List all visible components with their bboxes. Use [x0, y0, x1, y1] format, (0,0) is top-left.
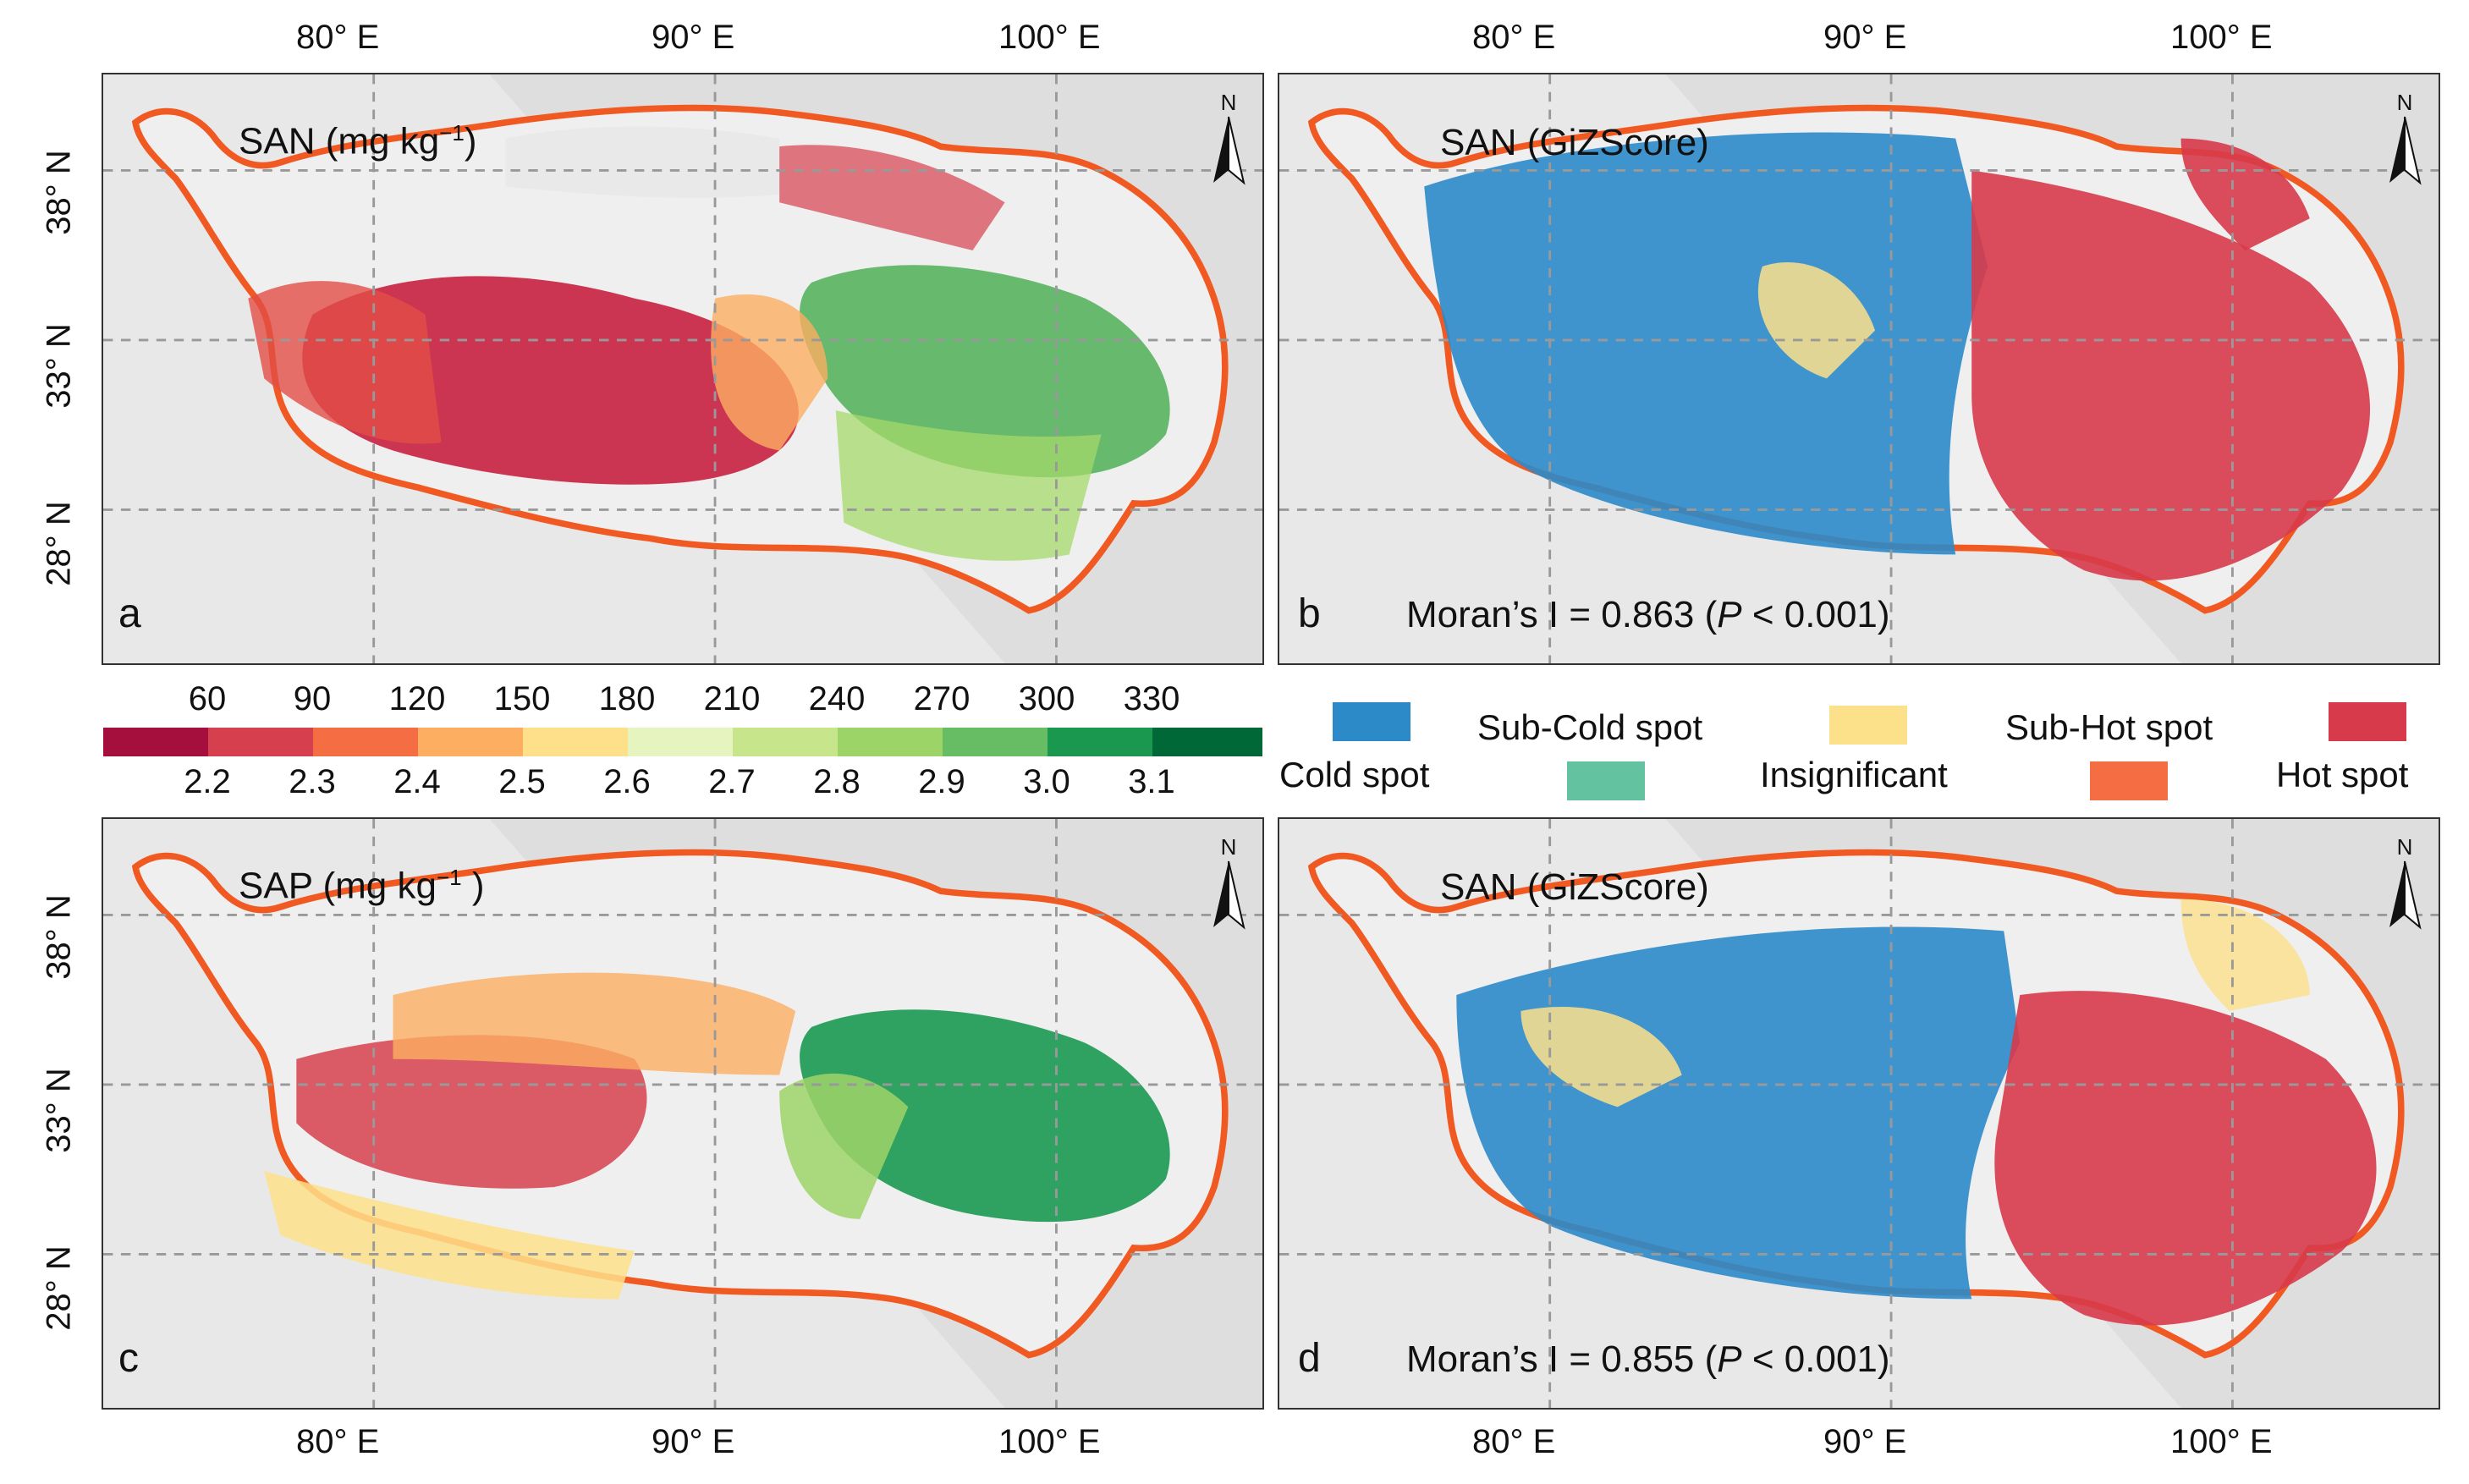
lon-tick-top-a-80: 80° E: [296, 19, 380, 56]
colorbar-bottom-label-3: 2.5: [498, 763, 546, 800]
panel-a-letter: a: [118, 591, 141, 636]
colorbar-bottom-label-9: 3.1: [1128, 763, 1175, 800]
panel-c-letter: c: [118, 1336, 139, 1381]
panel-d-title: SAN (GiZScore): [1440, 866, 1709, 908]
lat-tick-a-28: 28° N: [40, 501, 78, 586]
colorbar-top-label-8: 300: [1018, 680, 1075, 717]
colorbar-top-label-5: 210: [703, 680, 761, 717]
legend-swatch-sub-cold-spot: [1567, 761, 1645, 800]
map-panel-b: SAN (GiZScore) b Moran’s I = 0.863 (P < …: [1278, 73, 2440, 665]
colorbar-top-label-6: 240: [808, 680, 866, 717]
lon-tick-bottom-d-80: 80° E: [1472, 1423, 1556, 1460]
colorbar-bottom-label-0: 2.2: [184, 763, 231, 800]
north-label: N: [2396, 834, 2413, 860]
panel-c-title-sup: −1: [436, 865, 462, 890]
panel-c-title: SAP (mg kg−1 ): [239, 865, 485, 908]
lon-tick-bottom-c-80: 80° E: [296, 1423, 380, 1460]
panel-a-title-end: ): [464, 120, 477, 162]
lat-tick-c-38: 38° N: [40, 894, 78, 980]
panel-c-title-text: SAP (mg kg: [239, 865, 437, 907]
colorbar-top-label-2: 120: [388, 680, 446, 717]
legend-label-sub-hot-spot: Sub-Hot spot: [2005, 707, 2213, 747]
colorbar-bottom-label-7: 2.9: [918, 763, 965, 800]
lon-tick-bottom-d-90: 90° E: [1823, 1423, 1907, 1460]
colorbar-swatch-10: [1152, 728, 1262, 756]
panel-d-moran-suffix: < 0.001): [1741, 1338, 1890, 1380]
lon-tick-top-a-100: 100° E: [998, 19, 1101, 56]
colorbar-bottom-label-4: 2.6: [603, 763, 651, 800]
colorbar-swatch-9: [1048, 728, 1152, 756]
plateau-map-b: [1279, 74, 2439, 663]
colorbar-bottom-label-5: 2.7: [708, 763, 756, 800]
lat-tick-a-38: 38° N: [40, 150, 78, 235]
panel-d-letter: d: [1298, 1336, 1321, 1381]
lon-tick-top-a-90: 90° E: [652, 19, 735, 56]
north-label: N: [1220, 834, 1237, 860]
map-panel-a: SAN (mg kg−1) a N: [102, 73, 1264, 665]
colorbar-top-label-9: 330: [1123, 680, 1180, 717]
colorbar-bottom-label-6: 2.8: [813, 763, 861, 800]
colorbar-swatch-4: [523, 728, 628, 756]
colorbar-top-label-3: 150: [493, 680, 551, 717]
lon-tick-bottom-d-100: 100° E: [2170, 1423, 2273, 1460]
plateau-map-a: [103, 74, 1262, 663]
legend-swatch-hot-spot: [2329, 702, 2406, 741]
colorbar-top-label-4: 180: [598, 680, 656, 717]
panel-b-title: SAN (GiZScore): [1440, 122, 1709, 163]
colorbar-bottom-label-8: 3.0: [1023, 763, 1070, 800]
legend-label-cold-spot: Cold spot: [1279, 755, 1430, 794]
north-arrow-icon: N: [1203, 834, 1254, 944]
colorbar-swatch-1: [208, 728, 313, 756]
legend-label-hot-spot: Hot spot: [2276, 755, 2409, 794]
colorbar-swatch-0: [103, 728, 208, 756]
colorbar-swatch-6: [733, 728, 838, 756]
lon-tick-top-b-90: 90° E: [1823, 19, 1907, 56]
lat-tick-c-33: 33° N: [40, 1068, 78, 1153]
legend-swatch-cold-spot: [1333, 702, 1410, 741]
legend-swatch-insignificant: [1829, 706, 1907, 745]
north-label: N: [1220, 90, 1237, 115]
map-panel-d: SAN (GiZScore) d Moran’s I = 0.855 (P < …: [1278, 817, 2440, 1410]
lon-tick-top-b-100: 100° E: [2170, 19, 2273, 56]
panel-b-moran-suffix: < 0.001): [1741, 594, 1890, 635]
colorbar-swatch-5: [628, 728, 733, 756]
panel-d-moran-prefix: Moran’s I = 0.855 (: [1406, 1338, 1718, 1380]
colorbar-swatch-8: [943, 728, 1048, 756]
panel-c-title-end: ): [461, 865, 485, 907]
panel-a-title-sup: −1: [439, 120, 465, 146]
north-arrow-icon: N: [2379, 90, 2430, 200]
lat-tick-c-28: 28° N: [40, 1245, 78, 1331]
legend-swatch-sub-hot-spot: [2090, 761, 2168, 800]
colorbar-top-label-0: 60: [188, 680, 227, 717]
colorbar-top-label-7: 270: [913, 680, 971, 717]
colorbar-swatch-3: [418, 728, 523, 756]
panel-b-moran: Moran’s I = 0.863 (P < 0.001): [1406, 594, 1890, 636]
plateau-map-d: [1279, 819, 2439, 1408]
map-panel-c: SAP (mg kg−1 ) c N: [102, 817, 1264, 1410]
colorbar-top-label-1: 90: [293, 680, 332, 717]
colorbar-bottom-label-2: 2.4: [393, 763, 441, 800]
colorbar-swatch-7: [838, 728, 943, 756]
panel-b-moran-p: P: [1717, 594, 1742, 635]
lon-tick-bottom-c-90: 90° E: [652, 1423, 735, 1460]
panel-a-title: SAN (mg kg−1): [239, 120, 476, 163]
colorbar-bottom-label-1: 2.3: [289, 763, 336, 800]
legend-label-sub-cold-spot: Sub-Cold spot: [1477, 707, 1703, 747]
lon-tick-top-b-80: 80° E: [1472, 19, 1556, 56]
lat-tick-a-33: 33° N: [40, 323, 78, 409]
panel-d-moran-p: P: [1717, 1338, 1742, 1380]
lon-tick-bottom-c-100: 100° E: [998, 1423, 1101, 1460]
panel-b-letter: b: [1298, 591, 1321, 636]
north-arrow-icon: N: [2379, 834, 2430, 944]
panel-b-moran-prefix: Moran’s I = 0.863 (: [1406, 594, 1718, 635]
north-label: N: [2396, 90, 2413, 115]
legend-label-insignificant: Insignificant: [1760, 755, 1948, 794]
colorbar-swatch-2: [313, 728, 418, 756]
panel-a-title-text: SAN (mg kg: [239, 120, 440, 162]
plateau-map-c: [103, 819, 1262, 1408]
panel-d-moran: Moran’s I = 0.855 (P < 0.001): [1406, 1338, 1890, 1381]
north-arrow-icon: N: [1203, 90, 1254, 200]
